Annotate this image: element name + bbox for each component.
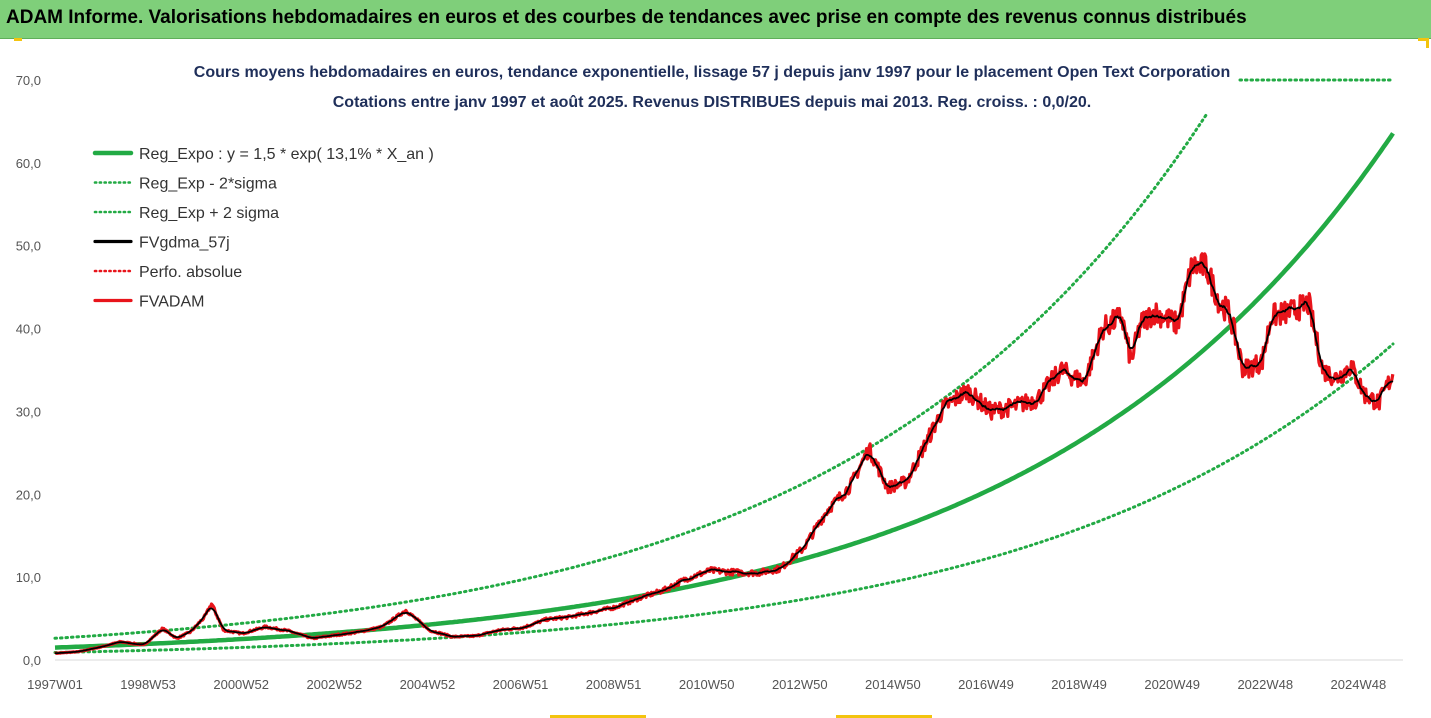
chart-title-line: Cours moyens hebdomadaires en euros, ten… (194, 64, 1230, 81)
y-tick-label: 50,0 (16, 239, 41, 254)
legend-label: FVADAM (139, 294, 204, 311)
x-tick-label: 2014W50 (865, 677, 921, 692)
x-tick-label: 1998W53 (120, 677, 176, 692)
y-tick-label: 20,0 (16, 487, 41, 502)
series-fvadam (54, 252, 1395, 655)
chart: Cours moyens hebdomadaires en euros, ten… (16, 64, 1403, 692)
series-reg-expo (54, 132, 1395, 650)
x-tick-label: 2002W52 (306, 677, 362, 692)
x-tick-label: 2024W48 (1331, 677, 1387, 692)
banner-title: ADAM Informe. Valorisations hebdomadaire… (6, 7, 1247, 28)
y-tick-label: 30,0 (16, 404, 41, 419)
x-tick-label: 2016W49 (958, 677, 1014, 692)
legend-label: Reg_Exp - 2*sigma (139, 176, 277, 193)
series-reg-exp-minus-2sigma (53, 342, 1395, 654)
x-tick-label: 2012W50 (772, 677, 828, 692)
x-tick-label: 2004W52 (400, 677, 456, 692)
y-tick-label: 60,0 (16, 156, 41, 171)
x-tick-label: 2018W49 (1051, 677, 1107, 692)
chart-title-line: Cotations entre janv 1997 et août 2025. … (333, 94, 1092, 111)
y-axis: 0,0 10,0 20,0 30,0 40,0 50,0 60,0 70,0 (16, 73, 1403, 668)
x-tick-label: 2010W50 (679, 677, 735, 692)
y-tick-label: 10,0 (16, 570, 41, 585)
legend-label: Reg_Expo : y = 1,5 * exp( 13,1% * X_an ) (139, 146, 434, 163)
y-tick-label: 70,0 (16, 73, 41, 88)
x-tick-label: 2006W51 (493, 677, 549, 692)
x-tick-label: 1997W01 (27, 677, 83, 692)
x-tick-label: 2000W52 (213, 677, 269, 692)
corner-accent (1426, 38, 1429, 48)
corner-accent (550, 715, 646, 718)
corner-accent (14, 38, 22, 41)
x-tick-label: 2020W49 (1144, 677, 1200, 692)
series-fvgdma-57j (55, 261, 1394, 655)
corner-accent (836, 715, 932, 718)
corner-accent (1418, 38, 1428, 41)
x-tick-label: 2008W51 (586, 677, 642, 692)
chart-title: Cours moyens hebdomadaires en euros, ten… (194, 64, 1230, 111)
chart-legend: Reg_Expo : y = 1,5 * exp( 13,1% * X_an )… (92, 146, 434, 311)
legend-label: Reg_Exp + 2 sigma (139, 205, 279, 222)
x-tick-label: 2022W48 (1237, 677, 1293, 692)
header-banner: ADAM Informe. Valorisations hebdomadaire… (0, 0, 1431, 39)
x-axis: 1997W01 1998W53 2000W52 2002W52 2004W52 2006W… (27, 677, 1386, 692)
series-reg-exp-plus-2sigma (53, 113, 1208, 640)
chart-series (53, 78, 1395, 655)
legend-label: FVgdma_57j (139, 235, 230, 252)
y-tick-label: 40,0 (16, 322, 41, 337)
y-tick-label: 0,0 (23, 653, 41, 668)
legend-label: Perfo. absolue (139, 264, 242, 281)
